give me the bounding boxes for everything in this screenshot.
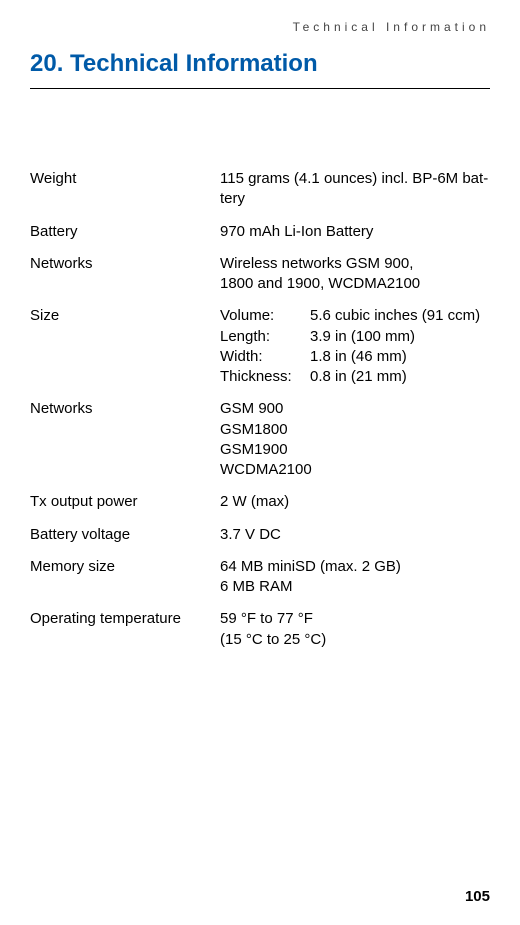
spec-value: Wireless networks GSM 900, 1800 and 1900… xyxy=(220,254,490,295)
size-length-value: 3.9 in (100 mm) xyxy=(310,327,490,347)
spec-value-line: GSM1900 xyxy=(220,440,490,460)
spec-row-voltage: Battery voltage 3.7 V DC xyxy=(30,525,490,545)
spec-label: Size xyxy=(30,306,220,326)
spec-row-networks-1: Networks Wireless networks GSM 900, 1800… xyxy=(30,254,490,295)
spec-label: Networks xyxy=(30,254,220,274)
spec-label: Operating temperature xyxy=(30,609,220,629)
spec-row-battery: Battery 970 mAh Li-Ion Battery xyxy=(30,222,490,242)
size-width-label: Width: xyxy=(220,347,306,367)
spec-value-line: GSM1800 xyxy=(220,420,490,440)
spec-value: GSM 900 GSM1800 GSM1900 WCDMA2100 xyxy=(220,399,490,480)
spec-value-line: Wireless networks GSM 900, xyxy=(220,254,490,274)
spec-row-size: Size Volume: 5.6 cubic inches (91 ccm) L… xyxy=(30,306,490,387)
title-rule xyxy=(30,88,490,89)
spec-label: Weight xyxy=(30,169,220,189)
spec-label: Networks xyxy=(30,399,220,419)
spec-value: Volume: 5.6 cubic inches (91 ccm) Length… xyxy=(220,306,490,387)
spec-row-memory: Memory size 64 MB miniSD (max. 2 GB) 6 M… xyxy=(30,557,490,598)
spec-value: 59 °F to 77 °F (15 °C to 25 °C) xyxy=(220,609,490,650)
spec-label: Battery xyxy=(30,222,220,242)
spec-row-networks-2: Networks GSM 900 GSM1800 GSM1900 WCDMA21… xyxy=(30,399,490,480)
spec-value-line: 59 °F to 77 °F xyxy=(220,609,490,629)
size-width-value: 1.8 in (46 mm) xyxy=(310,347,490,367)
page-number: 105 xyxy=(465,888,490,905)
spec-value: 970 mAh Li-Ion Battery xyxy=(220,222,490,242)
spec-label: Battery voltage xyxy=(30,525,220,545)
spec-value-line: 1800 and 1900, WCDMA2100 xyxy=(220,274,490,294)
running-header: Technical Information xyxy=(30,20,490,34)
spec-value-line: WCDMA2100 xyxy=(220,460,490,480)
spec-row-weight: Weight 115 grams (4.1 ounces) incl. BP-6… xyxy=(30,169,490,210)
spec-value-line: 64 MB miniSD (max. 2 GB) xyxy=(220,557,490,577)
spec-row-temperature: Operating temperature 59 °F to 77 °F (15… xyxy=(30,609,490,650)
spec-value: 3.7 V DC xyxy=(220,525,490,545)
size-thickness-label: Thickness: xyxy=(220,367,306,387)
spec-value-line: (15 °C to 25 °C) xyxy=(220,630,490,650)
spec-value-line: 6 MB RAM xyxy=(220,577,490,597)
spec-row-tx-power: Tx output power 2 W (max) xyxy=(30,492,490,512)
size-thickness-value: 0.8 in (21 mm) xyxy=(310,367,490,387)
spec-label: Memory size xyxy=(30,557,220,577)
spec-value: 64 MB miniSD (max. 2 GB) 6 MB RAM xyxy=(220,557,490,598)
spec-label: Tx output power xyxy=(30,492,220,512)
size-volume-value: 5.6 cubic inches (91 ccm) xyxy=(310,306,490,326)
size-length-label: Length: xyxy=(220,327,306,347)
spec-value: 2 W (max) xyxy=(220,492,490,512)
size-volume-label: Volume: xyxy=(220,306,306,326)
spec-value: 115 grams (4.1 ounces) incl. BP-6M bat­t… xyxy=(220,169,490,210)
specs-table: Weight 115 grams (4.1 ounces) incl. BP-6… xyxy=(30,169,490,650)
spec-value-line: GSM 900 xyxy=(220,399,490,419)
chapter-title: 20. Technical Information xyxy=(30,50,490,78)
